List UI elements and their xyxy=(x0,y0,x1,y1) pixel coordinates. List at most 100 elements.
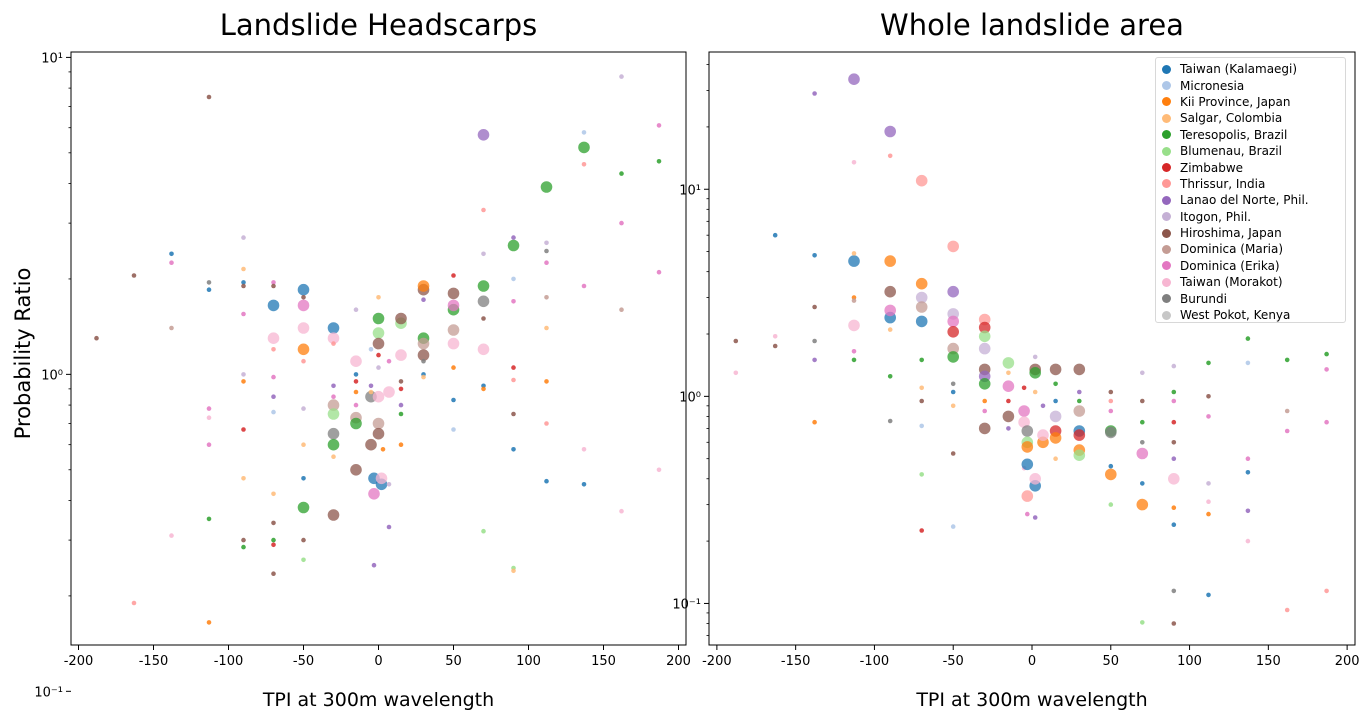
data-point xyxy=(733,338,739,344)
data-point xyxy=(1206,394,1211,399)
data-point xyxy=(417,280,430,292)
legend-item: Blumenau, Brazil xyxy=(1162,143,1345,159)
data-point xyxy=(1140,419,1145,425)
data-point xyxy=(656,467,662,473)
data-point xyxy=(327,332,340,345)
data-point xyxy=(94,335,99,341)
data-point xyxy=(919,357,924,363)
data-point xyxy=(386,482,392,487)
legend-item: Taiwan (Kalamaegi) xyxy=(1162,61,1345,77)
data-point xyxy=(368,488,380,500)
x-axis-label: TPI at 300m wavelength xyxy=(262,689,494,711)
data-point xyxy=(1171,621,1177,626)
data-point xyxy=(481,386,486,392)
data-point xyxy=(1021,441,1034,453)
panel-headscarps: -200 -150 -100 -50 0 50 100 150 200 10⁻¹ 10⁰ 10¹ Lan… xyxy=(11,8,691,711)
legend-label: Blumenau, Brazil xyxy=(1180,144,1282,159)
y-axis-label: Probability Ratio xyxy=(11,268,35,440)
data-point xyxy=(887,418,893,424)
data-point xyxy=(241,283,246,289)
data-point xyxy=(511,568,516,574)
legend-label: Taiwan (Kalamaegi) xyxy=(1180,62,1298,77)
data-point xyxy=(851,298,857,303)
data-point xyxy=(398,386,404,392)
data-point xyxy=(395,312,407,325)
data-point xyxy=(1032,515,1038,520)
data-point xyxy=(271,283,276,289)
data-point xyxy=(271,537,276,543)
legend-item: Zimbabwe xyxy=(1162,159,1345,175)
data-point xyxy=(169,533,174,538)
data-point xyxy=(368,389,374,395)
legend-label: Thrissur, India xyxy=(1180,176,1266,191)
data-point xyxy=(451,273,456,278)
data-point xyxy=(206,287,212,293)
legend-label: Lanao del Norte, Phil. xyxy=(1180,193,1309,208)
data-point xyxy=(447,324,460,336)
data-point xyxy=(848,73,860,85)
data-point xyxy=(1053,381,1058,387)
data-point xyxy=(544,421,549,426)
data-point xyxy=(1140,440,1145,445)
legend-marker xyxy=(1162,261,1171,271)
data-point xyxy=(978,378,991,390)
data-point xyxy=(1206,414,1211,419)
data-point xyxy=(1006,426,1011,431)
data-point xyxy=(581,283,587,289)
legend-label: Itogon, Phil. xyxy=(1180,209,1252,224)
data-point xyxy=(477,343,490,356)
data-point xyxy=(241,427,246,432)
data-point xyxy=(271,374,276,380)
data-point xyxy=(884,304,896,317)
data-point xyxy=(619,220,624,226)
data-point xyxy=(267,332,280,345)
data-point xyxy=(887,374,893,379)
data-point xyxy=(447,337,460,350)
legend-label: Kii Province, Japan xyxy=(1180,94,1291,109)
data-point xyxy=(1040,403,1046,409)
data-point xyxy=(372,312,385,325)
data-point xyxy=(477,295,490,308)
data-point xyxy=(812,419,817,425)
data-point xyxy=(327,408,340,420)
data-point xyxy=(947,342,959,355)
data-point xyxy=(919,398,924,404)
data-point xyxy=(1018,416,1030,429)
data-point xyxy=(301,537,306,543)
data-point xyxy=(206,415,212,421)
data-point xyxy=(169,251,174,257)
data-point xyxy=(481,251,486,257)
data-point xyxy=(947,315,959,328)
data-point xyxy=(398,402,404,408)
data-point xyxy=(511,365,516,370)
data-point xyxy=(1284,408,1290,414)
data-point xyxy=(386,358,392,364)
data-point xyxy=(884,125,896,138)
data-point xyxy=(353,372,359,377)
data-point xyxy=(301,406,306,411)
data-point xyxy=(386,524,392,530)
data-point xyxy=(451,397,456,403)
data-point xyxy=(656,269,662,275)
data-point xyxy=(978,330,991,343)
data-point xyxy=(1049,363,1062,376)
legend-label: Dominica (Erika) xyxy=(1180,258,1280,273)
legend-label: Micronesia xyxy=(1180,78,1245,93)
legend-marker xyxy=(1162,228,1171,238)
data-point xyxy=(206,516,212,522)
chart-title: Landslide Headscarps xyxy=(220,8,538,42)
legend-item: Itogon, Phil. xyxy=(1162,209,1345,225)
data-point xyxy=(271,409,276,415)
y-tick-label: 10¹ xyxy=(679,183,701,198)
data-point xyxy=(421,297,426,303)
legend-item: Lanao del Norte, Phil. xyxy=(1162,192,1345,208)
data-point xyxy=(656,159,662,164)
data-point xyxy=(331,383,336,389)
data-point xyxy=(421,374,426,380)
legend-label: Zimbabwe xyxy=(1180,160,1244,175)
data-point xyxy=(1077,389,1082,395)
data-point xyxy=(206,442,212,448)
data-point xyxy=(477,129,490,141)
data-point xyxy=(206,406,212,411)
data-point xyxy=(353,379,359,384)
